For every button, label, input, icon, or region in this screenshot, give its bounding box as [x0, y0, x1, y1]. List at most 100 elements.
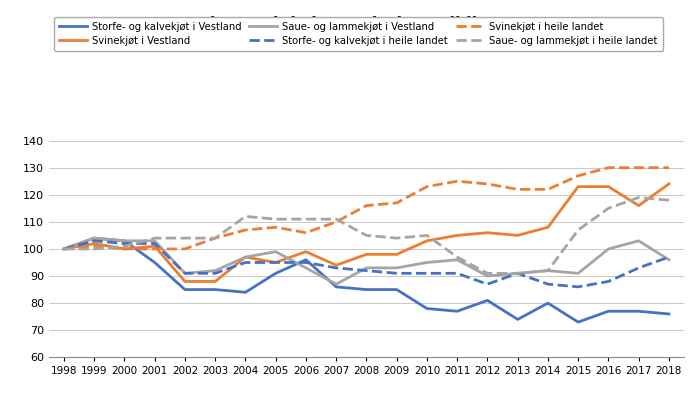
Saue- og lammekjøt i Vestland: [544, 268, 552, 273]
Text: Kjøtproduksjon, relativ utvikling: Kjøtproduksjon, relativ utvikling: [197, 16, 501, 34]
Storfe- og kalvekjøt i Vestland: [90, 236, 98, 241]
Svinekjøt i heile landet: [60, 247, 68, 251]
Svinekjøt i heile landet: [332, 220, 341, 224]
Storfe- og kalvekjøt i Vestland: [272, 271, 280, 276]
Saue- og lammekjøt i Vestland: [514, 271, 522, 276]
Svinekjøt i Vestland: [574, 184, 582, 189]
Saue- og lammekjøt i heile landet: [483, 271, 491, 276]
Storfe- og kalvekjøt i Vestland: [120, 239, 128, 243]
Svinekjøt i Vestland: [60, 247, 68, 251]
Svinekjøt i heile landet: [483, 181, 491, 186]
Saue- og lammekjøt i heile landet: [634, 195, 643, 200]
Line: Svinekjøt i heile landet: Svinekjøt i heile landet: [64, 168, 669, 249]
Saue- og lammekjøt i Vestland: [423, 260, 431, 265]
Storfe- og kalvekjøt i heile landet: [664, 255, 673, 260]
Line: Storfe- og kalvekjøt i Vestland: Storfe- og kalvekjøt i Vestland: [64, 238, 669, 322]
Saue- og lammekjøt i Vestland: [332, 282, 341, 287]
Saue- og lammekjøt i Vestland: [120, 239, 128, 243]
Svinekjøt i heile landet: [272, 225, 280, 229]
Saue- og lammekjøt i heile landet: [453, 255, 461, 260]
Svinekjøt i heile landet: [574, 173, 582, 178]
Legend: Storfe- og kalvekjøt i Vestland, Svinekjøt i Vestland, Saue- og lammekjøt i Vest: Storfe- og kalvekjøt i Vestland, Svinekj…: [54, 17, 662, 51]
Saue- og lammekjøt i Vestland: [181, 271, 189, 276]
Svinekjøt i Vestland: [544, 225, 552, 229]
Saue- og lammekjøt i Vestland: [151, 239, 159, 243]
Storfe- og kalvekjøt i heile landet: [302, 260, 310, 265]
Svinekjøt i heile landet: [211, 236, 219, 241]
Saue- og lammekjøt i heile landet: [664, 198, 673, 202]
Storfe- og kalvekjøt i Vestland: [483, 298, 491, 303]
Storfe- og kalvekjøt i Vestland: [242, 290, 250, 295]
Line: Saue- og lammekjøt i heile landet: Saue- og lammekjøt i heile landet: [64, 197, 669, 273]
Saue- og lammekjøt i Vestland: [634, 239, 643, 243]
Svinekjøt i heile landet: [423, 184, 431, 189]
Storfe- og kalvekjøt i Vestland: [211, 287, 219, 292]
Svinekjøt i Vestland: [181, 279, 189, 284]
Storfe- og kalvekjøt i Vestland: [574, 320, 582, 324]
Storfe- og kalvekjøt i Vestland: [60, 247, 68, 251]
Svinekjøt i heile landet: [302, 230, 310, 235]
Storfe- og kalvekjøt i heile landet: [574, 285, 582, 289]
Svinekjøt i Vestland: [604, 184, 613, 189]
Storfe- og kalvekjøt i Vestland: [181, 287, 189, 292]
Saue- og lammekjøt i heile landet: [604, 206, 613, 211]
Svinekjøt i Vestland: [664, 181, 673, 186]
Svinekjøt i Vestland: [332, 263, 341, 268]
Storfe- og kalvekjøt i heile landet: [151, 241, 159, 246]
Storfe- og kalvekjøt i heile landet: [242, 260, 250, 265]
Storfe- og kalvekjøt i heile landet: [60, 247, 68, 251]
Saue- og lammekjøt i heile landet: [332, 217, 341, 222]
Svinekjøt i heile landet: [634, 165, 643, 170]
Saue- og lammekjøt i Vestland: [664, 257, 673, 262]
Svinekjøt i Vestland: [362, 252, 371, 257]
Storfe- og kalvekjøt i heile landet: [634, 266, 643, 270]
Svinekjøt i Vestland: [302, 249, 310, 254]
Saue- og lammekjøt i heile landet: [544, 268, 552, 273]
Saue- og lammekjøt i heile landet: [90, 247, 98, 251]
Storfe- og kalvekjøt i Vestland: [362, 287, 371, 292]
Storfe- og kalvekjøt i heile landet: [90, 239, 98, 243]
Storfe- og kalvekjøt i Vestland: [392, 287, 401, 292]
Saue- og lammekjøt i Vestland: [574, 271, 582, 276]
Svinekjøt i heile landet: [242, 227, 250, 232]
Svinekjøt i Vestland: [634, 203, 643, 208]
Svinekjøt i heile landet: [90, 244, 98, 249]
Saue- og lammekjøt i Vestland: [392, 266, 401, 270]
Storfe- og kalvekjøt i Vestland: [664, 312, 673, 316]
Svinekjøt i Vestland: [514, 233, 522, 238]
Svinekjøt i heile landet: [453, 179, 461, 183]
Saue- og lammekjøt i heile landet: [574, 227, 582, 232]
Saue- og lammekjøt i Vestland: [242, 255, 250, 260]
Saue- og lammekjøt i heile landet: [120, 244, 128, 249]
Storfe- og kalvekjøt i Vestland: [423, 306, 431, 311]
Storfe- og kalvekjøt i heile landet: [362, 268, 371, 273]
Svinekjøt i Vestland: [151, 244, 159, 249]
Storfe- og kalvekjøt i Vestland: [151, 260, 159, 265]
Storfe- og kalvekjøt i Vestland: [514, 317, 522, 322]
Saue- og lammekjøt i Vestland: [302, 266, 310, 270]
Saue- og lammekjøt i Vestland: [453, 257, 461, 262]
Svinekjøt i heile landet: [604, 165, 613, 170]
Storfe- og kalvekjøt i heile landet: [514, 271, 522, 276]
Svinekjøt i Vestland: [272, 260, 280, 265]
Svinekjøt i Vestland: [242, 255, 250, 260]
Saue- og lammekjøt i heile landet: [181, 236, 189, 241]
Storfe- og kalvekjøt i Vestland: [302, 257, 310, 262]
Svinekjøt i Vestland: [90, 241, 98, 246]
Svinekjøt i heile landet: [514, 187, 522, 192]
Svinekjøt i Vestland: [483, 230, 491, 235]
Svinekjøt i heile landet: [392, 200, 401, 205]
Svinekjøt i heile landet: [120, 247, 128, 251]
Saue- og lammekjøt i Vestland: [60, 247, 68, 251]
Storfe- og kalvekjøt i heile landet: [604, 279, 613, 284]
Storfe- og kalvekjøt i Vestland: [604, 309, 613, 314]
Saue- og lammekjøt i Vestland: [483, 274, 491, 278]
Line: Svinekjøt i Vestland: Svinekjøt i Vestland: [64, 184, 669, 281]
Saue- og lammekjøt i heile landet: [242, 214, 250, 219]
Saue- og lammekjøt i heile landet: [362, 233, 371, 238]
Svinekjøt i Vestland: [211, 279, 219, 284]
Svinekjøt i Vestland: [423, 239, 431, 243]
Svinekjøt i Vestland: [120, 247, 128, 251]
Saue- og lammekjøt i heile landet: [151, 236, 159, 241]
Line: Saue- og lammekjøt i Vestland: Saue- og lammekjøt i Vestland: [64, 238, 669, 284]
